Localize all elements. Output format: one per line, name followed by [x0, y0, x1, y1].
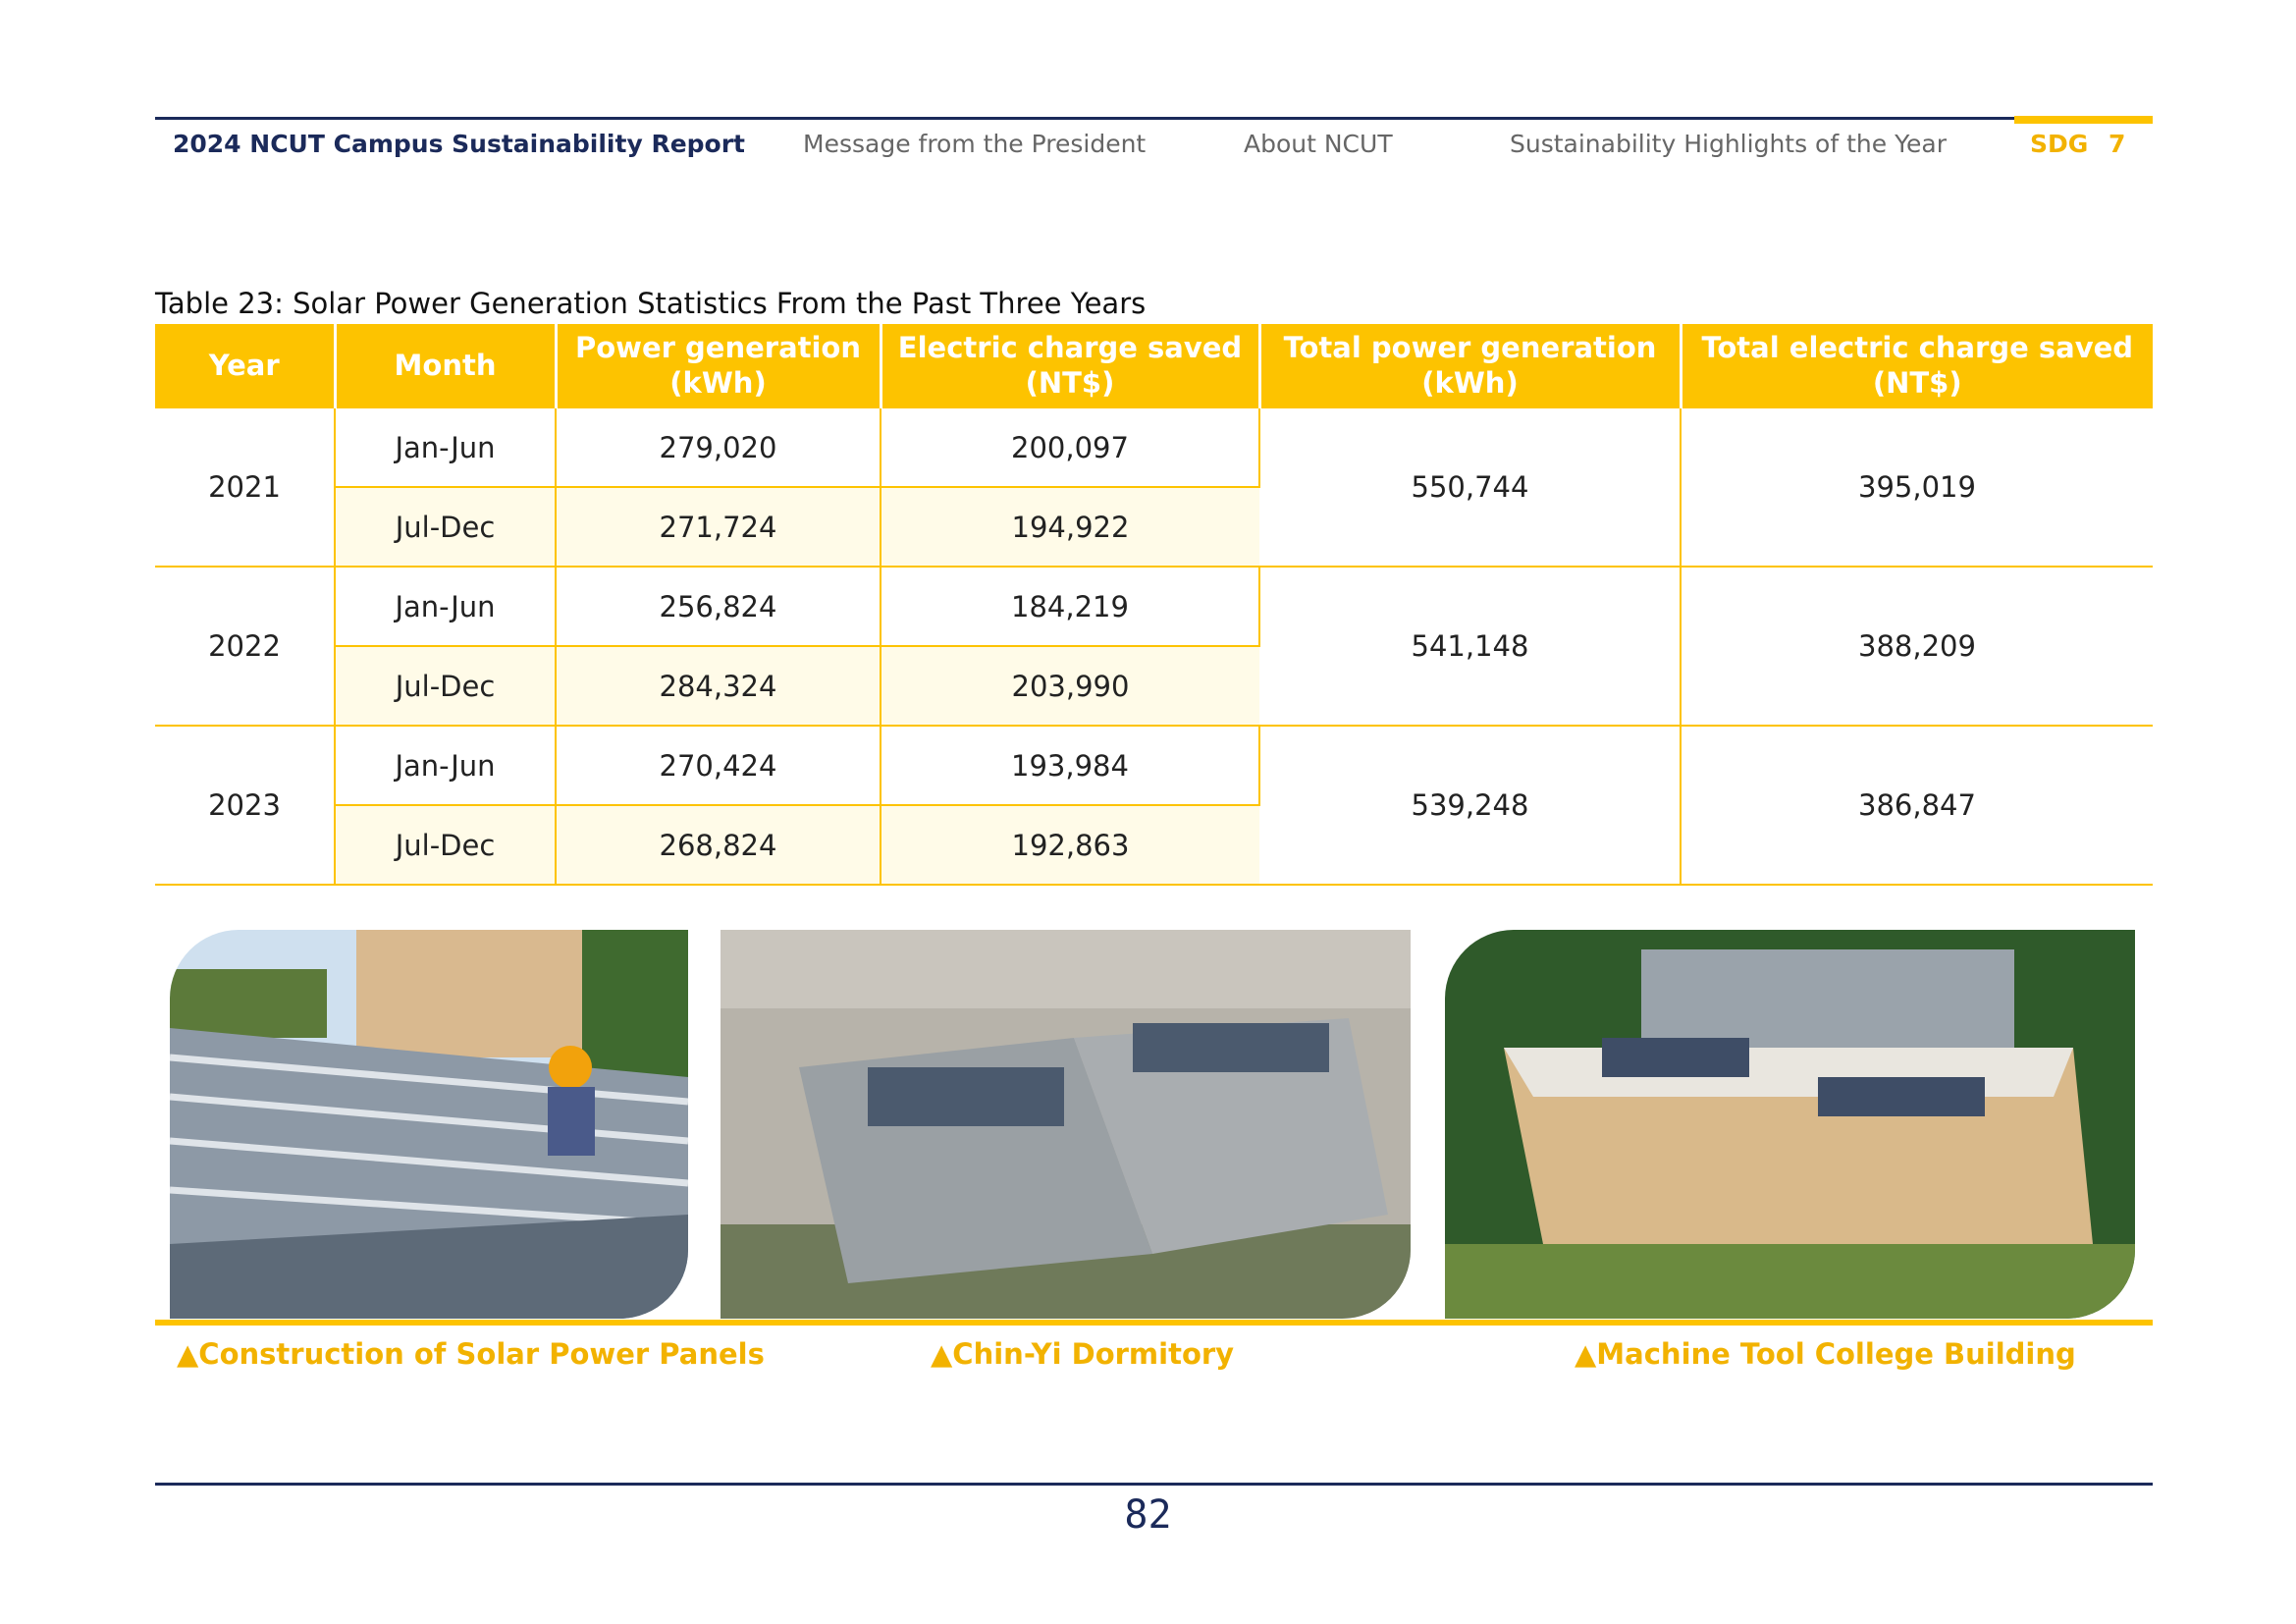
power-cell: 271,724 — [556, 486, 881, 568]
charge-cell: 193,984 — [881, 725, 1260, 806]
table-caption: Table 23: Solar Power Generation Statist… — [155, 287, 1147, 320]
power-cell: 270,424 — [556, 725, 881, 806]
photo-caption: ▲Construction of Solar Power Panels — [177, 1337, 765, 1371]
month-cell: Jul-Dec — [335, 486, 557, 568]
month-cell: Jan-Jun — [335, 725, 557, 806]
power-cell: 256,824 — [556, 566, 881, 647]
header-rule — [155, 117, 2153, 120]
data-table: Year Month Power generation (kWh) Electric … — [155, 324, 2153, 886]
month-cell: Jul-Dec — [335, 645, 557, 727]
year-cell: 2021 — [155, 406, 336, 568]
column-header: Power generation (kWh) — [556, 324, 882, 407]
photo-college — [1445, 930, 2135, 1319]
header-accent — [2014, 116, 2153, 124]
total-charge-cell: 386,847 — [1681, 725, 2153, 886]
header-row: Year Month Power generation (kWh) Electric … — [155, 324, 2153, 407]
table-row: 2023 Jan-Jun 270,424 193,984 539,248 386,847 — [155, 725, 2153, 886]
power-cell: 268,824 — [556, 804, 881, 886]
photo-caption: ▲Machine Tool College Building — [1575, 1337, 2076, 1371]
charge-cell: 184,219 — [881, 566, 1260, 647]
table-row: 2021 Jan-Jun 279,020 200,097 550,744 395,019 — [155, 406, 2153, 568]
year-cell: 2022 — [155, 566, 336, 727]
table-row: Jul-Dec 271,724 194,922 — [155, 486, 2153, 568]
column-header: Electric charge saved (NT$) — [881, 324, 1261, 407]
year-cell: 2023 — [155, 725, 336, 886]
month-cell: Jan-Jun — [335, 406, 557, 488]
photo-art — [170, 930, 688, 1319]
power-cell: 284,324 — [556, 645, 881, 727]
column-header: Total power generation (kWh) — [1259, 324, 1682, 407]
sdg-label[interactable]: SDG — [2030, 130, 2089, 158]
power-cell: 279,020 — [556, 406, 881, 488]
nav-item[interactable]: Sustainability Highlights of the Year — [1510, 130, 1948, 158]
photo-caption: ▲Chin-Yi Dormitory — [931, 1337, 1235, 1371]
photo-construction — [170, 930, 688, 1319]
table-row: Jul-Dec 284,324 203,990 — [155, 645, 2153, 727]
page-number: 82 — [1124, 1492, 1172, 1538]
column-header: Year — [155, 324, 337, 407]
photo-dormitory — [721, 930, 1411, 1319]
nav-item[interactable]: Message from the President — [803, 130, 1147, 158]
total-charge-cell: 395,019 — [1681, 406, 2153, 568]
nav-item[interactable]: About NCUT — [1244, 130, 1393, 158]
month-cell: Jul-Dec — [335, 804, 557, 886]
month-cell: Jan-Jun — [335, 566, 557, 647]
column-header: Total electric charge saved (NT$) — [1681, 324, 2153, 407]
report-title: 2024 NCUT Campus Sustainability Report — [173, 130, 746, 158]
table-row: 2022 Jan-Jun 256,824 184,219 541,148 388,209 — [155, 566, 2153, 727]
charge-cell: 203,990 — [881, 645, 1259, 727]
total-power-cell: 550,744 — [1259, 406, 1682, 568]
charge-cell: 200,097 — [881, 406, 1260, 488]
total-charge-cell: 388,209 — [1681, 566, 2153, 727]
charge-cell: 194,922 — [881, 486, 1259, 568]
column-header: Month — [335, 324, 558, 407]
footer-rule — [155, 1483, 2153, 1486]
sdg-number: 7 — [2109, 130, 2126, 158]
photo-art — [1445, 930, 2135, 1319]
photo-rule — [155, 1320, 2153, 1326]
total-power-cell: 539,248 — [1259, 725, 1682, 886]
total-power-cell: 541,148 — [1259, 566, 1682, 727]
charge-cell: 192,863 — [881, 804, 1259, 886]
photo-art — [721, 930, 1411, 1319]
table-row: Jul-Dec 268,824 192,863 — [155, 804, 2153, 886]
